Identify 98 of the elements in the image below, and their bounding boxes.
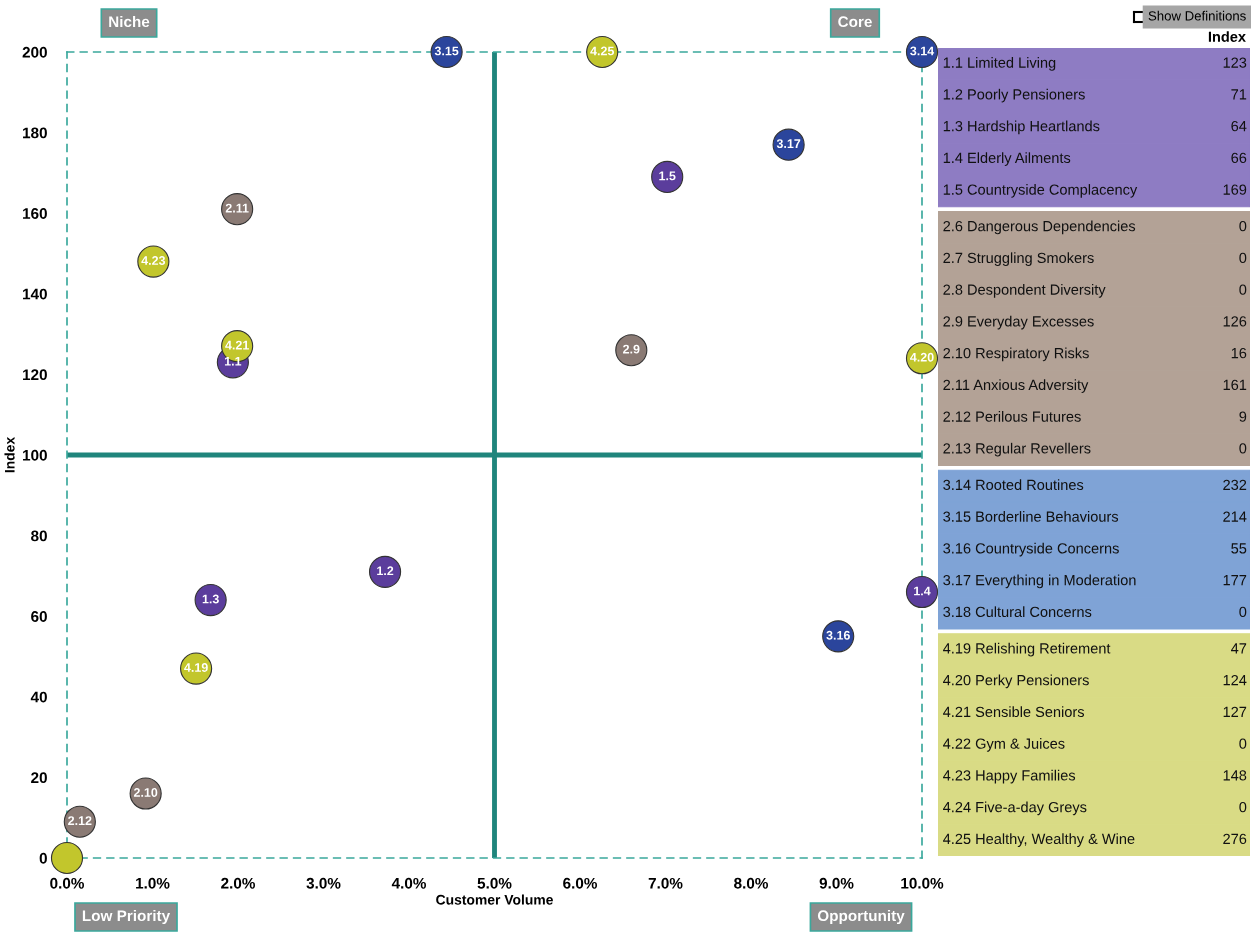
data-label: 16: [1231, 347, 1247, 359]
category-label: 4.23 Happy Families: [943, 769, 1076, 784]
data-label: 71: [1231, 89, 1247, 100]
y-tick-label: 160: [23, 208, 47, 219]
category-label: 3.14 Rooted Routines: [943, 479, 1084, 491]
data-label: 214: [1223, 511, 1247, 522]
data-label: 161: [1223, 379, 1247, 391]
annotation: 1.2: [377, 566, 394, 576]
category-label: 2.7 Struggling Smokers: [943, 252, 1094, 266]
data-label: 123: [1223, 57, 1247, 68]
text: Index: [1208, 31, 1246, 42]
category-label: 4.24 Five-a-day Greys: [943, 801, 1087, 816]
data-label: 0: [1239, 738, 1247, 749]
y-tick-label: 0: [39, 852, 47, 864]
point: [50, 841, 84, 875]
annotation: 1.4: [914, 586, 931, 596]
category-label: 2.11 Anxious Adversity: [943, 379, 1089, 393]
y-tick-label: 120: [23, 369, 47, 381]
data-label: 127: [1223, 706, 1247, 717]
text: Show Definitions: [1148, 10, 1246, 21]
x-tick-label: 2.0%: [221, 877, 256, 889]
category-label: 2.12 Perilous Futures: [943, 411, 1081, 422]
data-label: 64: [1231, 120, 1247, 132]
data-label: 9: [1239, 411, 1247, 422]
text: Niche: [109, 15, 150, 28]
category-label: 4.25 Healthy, Wealthy & Wine: [943, 833, 1135, 847]
x-tick-label: 8.0%: [734, 877, 769, 889]
y-axis-title: Index: [4, 436, 15, 473]
data-label: 177: [1223, 575, 1247, 586]
data-label: 47: [1231, 643, 1247, 654]
y-tick-label: 180: [23, 127, 47, 139]
y-tick-label: 200: [22, 46, 47, 58]
data-label: 0: [1239, 443, 1247, 454]
x-tick-label: 6.0%: [563, 877, 598, 889]
category-label: 1.3 Hardship Heartlands: [943, 120, 1100, 135]
category-label: 2.13 Regular Revellers: [943, 442, 1091, 457]
y-tick-label: 60: [31, 611, 47, 622]
annotation: 2.9: [623, 344, 640, 354]
data-label: 55: [1231, 543, 1247, 554]
x-tick-label: 10.0%: [901, 877, 944, 889]
data-label: 0: [1239, 606, 1247, 618]
data-label: 66: [1231, 152, 1247, 164]
category-label: 1.4 Elderly Ailments: [943, 152, 1071, 166]
category-label: 4.19 Relishing Retirement: [943, 642, 1111, 657]
x-tick-label: 4.0%: [391, 877, 427, 889]
annotation: 4.19: [184, 663, 208, 672]
y-tick-label: 80: [31, 530, 47, 542]
data-label: 232: [1223, 479, 1247, 491]
data-label: 148: [1223, 770, 1247, 781]
category-label: 3.15 Borderline Behaviours: [943, 511, 1119, 522]
annotation: 1.5: [659, 171, 676, 181]
data-label: 0: [1239, 252, 1247, 264]
annotation: 2.10: [133, 788, 158, 797]
annotation: 4.23: [141, 256, 166, 265]
annotation: 3.15: [434, 46, 459, 56]
y-tick-label: 100: [23, 449, 47, 461]
category-label: 1.1 Limited Living: [943, 57, 1056, 71]
category-label: 1.2 Poorly Pensioners: [943, 88, 1085, 103]
x-tick-label: 3.0%: [306, 877, 341, 889]
annotation: 3.17: [776, 139, 801, 149]
category-label: 2.10 Respiratory Risks: [943, 347, 1089, 362]
annotation: 3.16: [826, 630, 850, 640]
category-label: 1.5 Countryside Complacency: [943, 184, 1138, 198]
data-label: 0: [1239, 284, 1247, 295]
x-tick-label: 1.0%: [136, 877, 170, 889]
annotation: 4.25: [590, 46, 615, 56]
x-tick-label: 0.0%: [50, 877, 85, 889]
category-label: 3.18 Cultural Concerns: [943, 606, 1092, 618]
y-tick-label: 40: [30, 691, 47, 703]
y-tick-label: 140: [23, 288, 47, 300]
data-label: 126: [1223, 316, 1247, 327]
data-label: 0: [1239, 220, 1247, 232]
data-label: 124: [1223, 674, 1247, 686]
data-label: 169: [1223, 184, 1247, 195]
category-label: 2.6 Dangerous Dependencies: [943, 220, 1136, 235]
data-label: 276: [1223, 833, 1247, 845]
annotation: 3.14: [910, 46, 935, 56]
x-tick-label: 9.0%: [819, 877, 854, 889]
text: Core: [838, 16, 872, 28]
category-label: 2.9 Everyday Excesses: [943, 315, 1094, 330]
annotation: 4.20: [910, 352, 934, 362]
annotation: 1.3: [202, 594, 219, 604]
text: Opportunity: [817, 909, 905, 925]
x-tick-label: 7.0%: [648, 877, 683, 889]
category-label: 4.20 Perky Pensioners: [943, 674, 1089, 689]
annotation: 2.12: [68, 816, 92, 825]
category-label: 4.22 Gym & Juices: [943, 738, 1065, 752]
annotation: 2.11: [225, 203, 249, 213]
y-tick-label: 20: [31, 772, 47, 784]
category-label: 2.8 Despondent Diversity: [943, 284, 1106, 298]
category-label: 3.17 Everything in Moderation: [943, 574, 1136, 589]
x-axis-title: Customer Volume: [436, 894, 553, 905]
category-label: 4.21 Sensible Seniors: [943, 706, 1085, 718]
data-label: 0: [1239, 801, 1247, 813]
annotation: 4.21: [225, 340, 249, 350]
category-label: 3.16 Countryside Concerns: [943, 542, 1119, 557]
x-tick-label: 5.0%: [477, 877, 512, 889]
text: Low Priority: [82, 909, 171, 925]
